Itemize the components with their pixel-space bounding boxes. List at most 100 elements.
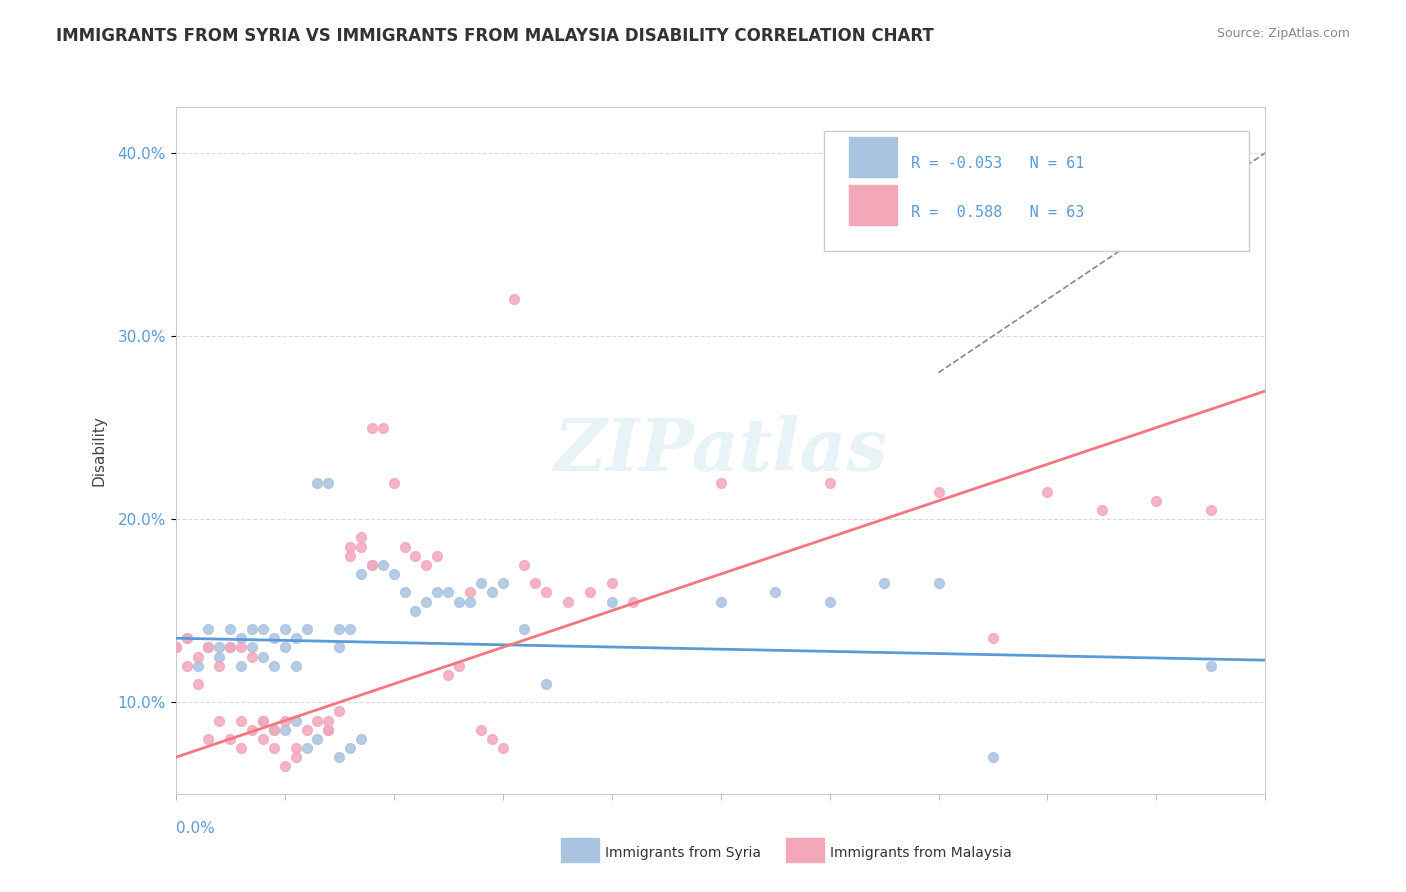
Point — [197, 640, 219, 655]
Point — [1036, 484, 1059, 499]
Text: Immigrants from Syria: Immigrants from Syria — [605, 846, 761, 860]
Point — [621, 594, 644, 608]
Point — [318, 714, 340, 728]
Point — [470, 576, 492, 591]
Point — [492, 576, 515, 591]
Point — [219, 640, 242, 655]
Point — [252, 714, 274, 728]
Point — [350, 731, 373, 746]
Point — [415, 558, 437, 572]
Point — [284, 741, 307, 756]
Point — [307, 731, 329, 746]
Point — [274, 640, 297, 655]
Point — [186, 677, 209, 691]
Point — [600, 594, 623, 608]
Point — [219, 731, 242, 746]
Point — [208, 640, 231, 655]
Point — [415, 594, 437, 608]
Point — [534, 677, 557, 691]
Point — [231, 631, 253, 645]
Point — [176, 631, 198, 645]
Point — [382, 567, 405, 582]
Point — [818, 475, 841, 490]
Point — [382, 475, 405, 490]
Point — [284, 631, 307, 645]
Point — [502, 293, 524, 307]
Point — [176, 658, 198, 673]
Point — [458, 585, 481, 599]
Point — [328, 705, 350, 719]
Point — [328, 640, 350, 655]
Point — [579, 585, 602, 599]
Text: R = -0.053   N = 61: R = -0.053 N = 61 — [911, 156, 1084, 171]
Point — [1199, 658, 1222, 673]
Point — [240, 640, 263, 655]
Point — [274, 759, 297, 773]
Point — [165, 640, 187, 655]
Point — [350, 531, 373, 545]
Point — [339, 540, 361, 554]
Text: Immigrants from Malaysia: Immigrants from Malaysia — [830, 846, 1011, 860]
Point — [481, 585, 503, 599]
Point — [394, 585, 416, 599]
Text: 0.0%: 0.0% — [176, 822, 215, 837]
Point — [252, 622, 274, 636]
Point — [470, 723, 492, 737]
Point — [371, 558, 394, 572]
Point — [1199, 503, 1222, 517]
Point — [981, 750, 1004, 764]
Point — [165, 640, 187, 655]
Point — [186, 649, 209, 664]
Point — [524, 576, 547, 591]
Point — [710, 594, 733, 608]
Text: ZIPatlas: ZIPatlas — [554, 415, 887, 486]
Point — [371, 420, 394, 434]
Point — [1091, 503, 1114, 517]
Point — [263, 723, 285, 737]
Point — [318, 475, 340, 490]
Point — [426, 585, 449, 599]
Point — [197, 731, 219, 746]
Point — [600, 576, 623, 591]
Point — [405, 549, 427, 563]
Point — [252, 714, 274, 728]
Point — [231, 658, 253, 673]
Text: R =  0.588   N = 63: R = 0.588 N = 63 — [911, 204, 1084, 219]
Point — [437, 668, 460, 682]
Point — [710, 475, 733, 490]
Point — [458, 594, 481, 608]
Point — [231, 714, 253, 728]
Point — [350, 567, 373, 582]
Point — [263, 658, 285, 673]
Point — [447, 594, 470, 608]
Point — [231, 640, 253, 655]
Text: Source: ZipAtlas.com: Source: ZipAtlas.com — [1216, 27, 1350, 40]
Point — [274, 714, 297, 728]
Point — [295, 622, 318, 636]
Point — [240, 723, 263, 737]
Point — [284, 658, 307, 673]
Point — [534, 585, 557, 599]
Point — [307, 714, 329, 728]
FancyBboxPatch shape — [824, 131, 1249, 252]
FancyBboxPatch shape — [849, 136, 897, 178]
Point — [274, 723, 297, 737]
Point — [231, 741, 253, 756]
Point — [426, 549, 449, 563]
Point — [240, 649, 263, 664]
Point — [318, 723, 340, 737]
Point — [513, 622, 536, 636]
Point — [284, 714, 307, 728]
Point — [513, 558, 536, 572]
Point — [208, 658, 231, 673]
Point — [339, 549, 361, 563]
Y-axis label: Disability: Disability — [91, 415, 107, 486]
Text: IMMIGRANTS FROM SYRIA VS IMMIGRANTS FROM MALAYSIA DISABILITY CORRELATION CHART: IMMIGRANTS FROM SYRIA VS IMMIGRANTS FROM… — [56, 27, 934, 45]
Point — [328, 750, 350, 764]
Point — [481, 731, 503, 746]
Point — [981, 631, 1004, 645]
Point — [208, 714, 231, 728]
Point — [263, 723, 285, 737]
Point — [295, 723, 318, 737]
Point — [437, 585, 460, 599]
